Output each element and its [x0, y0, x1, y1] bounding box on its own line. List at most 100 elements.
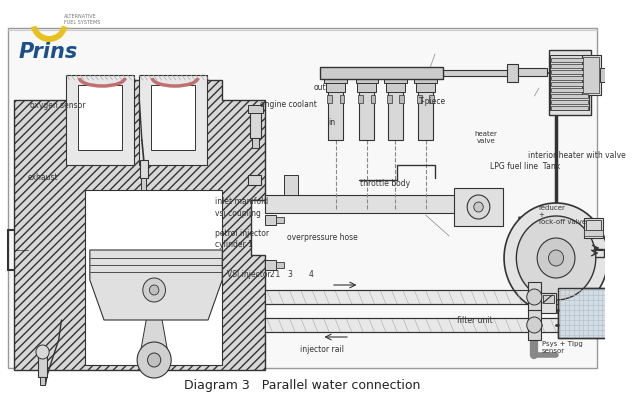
Text: injector rail: injector rail — [300, 344, 344, 354]
Text: out: out — [314, 83, 326, 92]
Bar — [550, 55, 589, 110]
Text: oxygen sensor: oxygen sensor — [30, 102, 86, 110]
Polygon shape — [14, 80, 265, 370]
Circle shape — [516, 216, 596, 300]
Bar — [591, 249, 604, 257]
Circle shape — [527, 289, 542, 305]
Text: exhaust: exhaust — [28, 173, 58, 182]
Bar — [551, 88, 588, 92]
Bar — [551, 106, 588, 110]
Bar — [141, 178, 146, 190]
Bar — [386, 80, 404, 92]
Bar — [384, 75, 406, 83]
Bar — [38, 355, 47, 377]
Bar — [276, 262, 284, 268]
Bar — [139, 75, 207, 165]
Bar — [551, 94, 588, 98]
Bar — [541, 293, 556, 313]
Bar — [339, 95, 344, 103]
Bar — [326, 80, 345, 92]
Text: Diagram 3   Parallel water connection: Diagram 3 Parallel water connection — [184, 378, 421, 391]
Bar — [551, 76, 588, 80]
Bar — [85, 190, 222, 365]
Text: Prins: Prins — [19, 42, 78, 62]
Text: 3: 3 — [287, 270, 292, 279]
Bar — [360, 85, 374, 140]
Circle shape — [148, 353, 161, 367]
Bar — [328, 85, 343, 140]
Bar — [66, 75, 134, 165]
Bar — [414, 75, 437, 83]
Circle shape — [548, 250, 564, 266]
Bar — [358, 95, 363, 103]
Bar — [518, 68, 547, 76]
Bar — [454, 188, 503, 226]
Polygon shape — [90, 250, 222, 320]
Bar — [140, 160, 148, 178]
Bar — [418, 85, 433, 140]
Bar — [324, 75, 347, 83]
Text: 4: 4 — [308, 270, 314, 279]
Circle shape — [36, 345, 49, 359]
Bar — [265, 195, 501, 213]
Bar — [551, 82, 588, 86]
Bar — [356, 75, 378, 83]
Bar — [429, 95, 434, 103]
Bar — [548, 50, 591, 115]
Text: inlet manifold: inlet manifold — [215, 197, 268, 206]
Bar — [582, 55, 600, 95]
Bar — [399, 95, 404, 103]
Bar — [543, 295, 554, 303]
Bar — [551, 70, 588, 74]
Bar — [416, 80, 435, 92]
Circle shape — [474, 202, 483, 212]
Bar — [528, 282, 541, 312]
Bar — [586, 220, 602, 230]
Bar — [319, 67, 443, 79]
Text: engine coolant: engine coolant — [260, 100, 317, 109]
Bar — [151, 85, 195, 150]
Bar — [276, 217, 284, 223]
Bar — [8, 28, 596, 368]
Wedge shape — [31, 26, 67, 42]
Bar — [388, 85, 403, 140]
Bar — [327, 95, 332, 103]
Circle shape — [527, 317, 542, 333]
Bar — [358, 80, 376, 92]
Bar — [528, 310, 541, 340]
Text: 2: 2 — [269, 270, 274, 279]
Text: LPG fuel line  Tank: LPG fuel line Tank — [490, 162, 561, 171]
Circle shape — [137, 342, 171, 378]
Bar — [584, 57, 598, 93]
Text: vsi coupling: vsi coupling — [215, 209, 260, 218]
Bar — [551, 64, 588, 68]
Bar — [248, 175, 261, 185]
Text: Psys + Tlpg
sensor: Psys + Tlpg sensor — [541, 341, 582, 354]
Text: heater
valve: heater valve — [475, 131, 497, 144]
Text: overpressure hose: overpressure hose — [287, 233, 358, 241]
Bar — [558, 288, 620, 338]
Bar — [600, 68, 605, 82]
Polygon shape — [140, 302, 168, 355]
Circle shape — [467, 195, 490, 219]
Circle shape — [143, 278, 166, 302]
Bar — [265, 260, 276, 270]
Bar — [551, 100, 588, 104]
Text: petrol injector
cylinder 1: petrol injector cylinder 1 — [215, 229, 269, 249]
Bar — [371, 95, 376, 103]
Bar — [265, 290, 624, 304]
Bar — [507, 64, 518, 82]
Bar — [250, 108, 261, 138]
Bar — [265, 215, 276, 225]
Bar — [558, 288, 620, 338]
Bar — [265, 318, 624, 332]
Bar — [284, 175, 298, 195]
Text: VSI injector  1: VSI injector 1 — [227, 270, 280, 279]
Bar — [551, 58, 588, 62]
Bar — [584, 230, 604, 236]
Circle shape — [149, 285, 159, 295]
Text: in: in — [328, 118, 335, 127]
Text: interior heater with valve: interior heater with valve — [529, 151, 626, 160]
Circle shape — [504, 203, 608, 313]
Text: throttle body: throttle body — [360, 179, 410, 188]
